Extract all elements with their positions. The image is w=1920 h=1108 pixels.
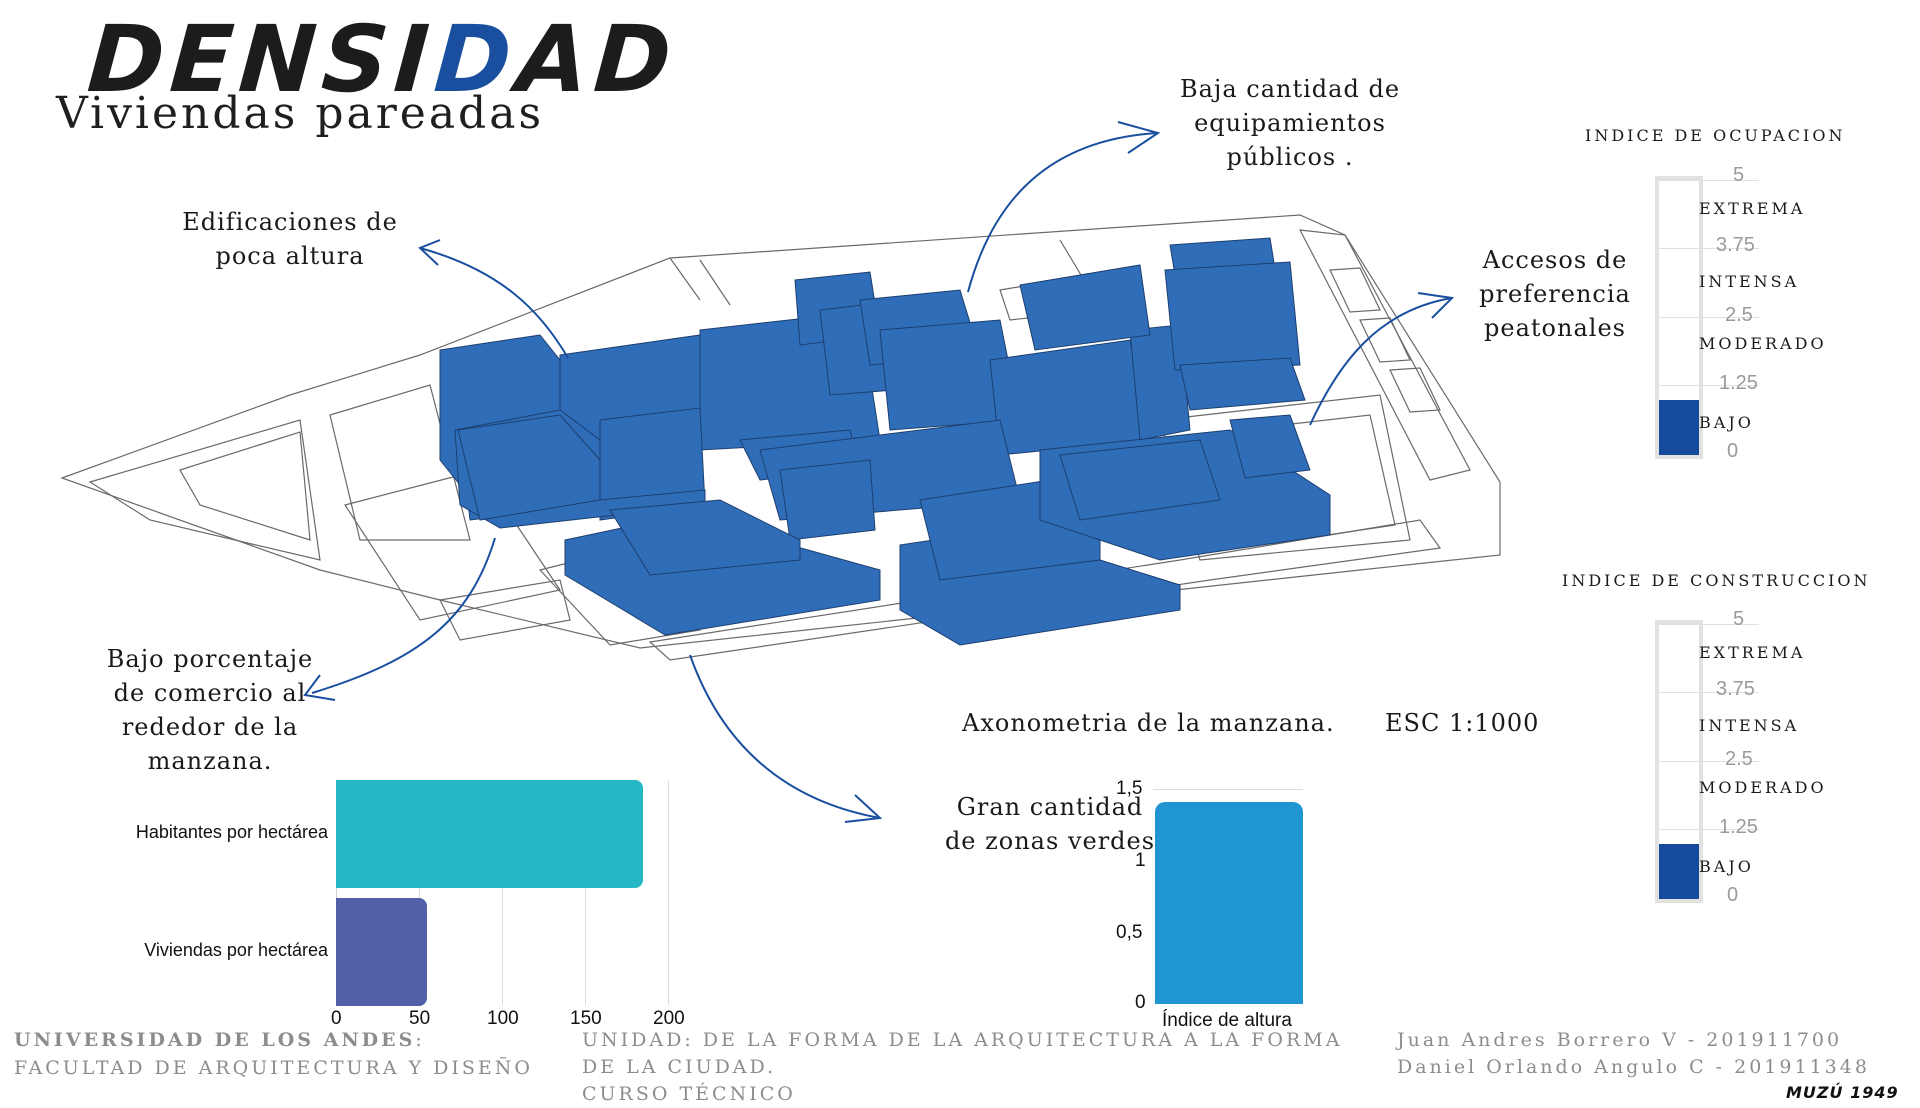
chart-axis-line (336, 780, 337, 1005)
x-category-label: Índice de altura (1162, 1010, 1292, 1031)
annotation-accesos: Accesos de preferencia peatonales (1430, 243, 1680, 345)
x-tick: 100 (487, 1008, 519, 1029)
gauge-gridline (1659, 180, 1759, 181)
gauge-tick: 5 (1733, 608, 1745, 630)
x-tick: 200 (653, 1008, 685, 1029)
annotation-line: rededor de la (121, 713, 299, 741)
gauge-gridline (1659, 624, 1759, 625)
footer-faculty: FACULTAD DE ARQUITECTURA Y DISEÑO (14, 1057, 534, 1079)
arrow-equipamientos (967, 132, 1159, 293)
drawing-scale: ESC 1:1000 (1385, 709, 1540, 737)
annotation-altura: Edificaciones de poca altura (130, 205, 450, 273)
chart-gridline (419, 780, 420, 1005)
annotation-line: públicos . (1226, 143, 1354, 171)
gauge-band-label: MODERADO (1699, 778, 1827, 797)
arrow-zonas-verdes (689, 654, 881, 819)
gauge-band-label: INTENSA (1699, 716, 1800, 735)
gauge-tick: 1.25 (1719, 372, 1758, 394)
page-subtitle: Viviendas pareadas (56, 88, 545, 139)
annotation-line: Gran cantidad (956, 793, 1144, 821)
arrow-comercio (311, 537, 496, 694)
gauge-tick: 3.75 (1716, 234, 1755, 256)
unit-line: DE LA CIUDAD. (582, 1056, 777, 1078)
bar-indice-altura (1155, 802, 1303, 1004)
y-tick: 0,5 (1116, 922, 1143, 943)
author: Daniel Orlando Angulo C - 201911348 (1397, 1056, 1870, 1078)
drawing-caption: Axonometria de la manzana. (962, 709, 1335, 737)
gauge-gridline (1659, 385, 1759, 386)
gauge-band-label: BAJO (1699, 857, 1754, 876)
gauge-gridline (1659, 692, 1759, 693)
annotation-line: preferencia (1479, 280, 1631, 308)
annotation-line: de zonas verdes (944, 827, 1156, 855)
footer-authors: Juan Andres Borrero V - 201911700 Daniel… (1397, 1027, 1870, 1081)
bar-habitantes (336, 780, 643, 888)
annotation-comercio: Bajo porcentaje de comercio al rededor d… (55, 642, 365, 778)
gauge-tick: 2.5 (1725, 304, 1753, 326)
annotation-line: Baja cantidad de (1179, 75, 1401, 103)
annotation-line: Bajo porcentaje (106, 645, 314, 673)
gauge-band-label: EXTREMA (1699, 199, 1806, 218)
annotation-line: Accesos de (1482, 246, 1628, 274)
arrow-altura (419, 247, 569, 359)
footer-university: UNIVERSIDAD DE LOS ANDES: (14, 1027, 425, 1054)
gauge-construccion-fill (1659, 844, 1699, 899)
gauge-tick: 0 (1727, 440, 1739, 462)
site-outline (60, 214, 1501, 661)
gauge-gridline (1659, 761, 1759, 762)
chart-gridline (585, 780, 586, 1005)
gauge-band-label: EXTREMA (1699, 643, 1806, 662)
signature: MUZÚ 1949 (1786, 1083, 1899, 1102)
gauge-tick: 5 (1733, 164, 1745, 186)
separator: : (415, 1029, 425, 1051)
gauge-gridline (1659, 317, 1759, 318)
gauge-ocupacion-fill (1659, 400, 1699, 455)
bar-label: Habitantes por hectárea (135, 822, 328, 842)
annotation-line: poca altura (215, 242, 365, 270)
chart-gridline (1153, 789, 1303, 790)
gauge-ocupacion-title: INDICE DE OCUPACION (1585, 126, 1846, 145)
chart-gridline (502, 780, 503, 1005)
gauge-construccion (1655, 620, 1759, 903)
annotation-arrows (303, 121, 1455, 823)
annotation-line: peatonales (1484, 314, 1626, 342)
x-tick: 150 (570, 1008, 602, 1029)
annotation-line: de comercio al (113, 679, 307, 707)
footer-unit: UNIDAD: DE LA FORMA DE LA ARQUITECTURA A… (582, 1027, 1342, 1108)
buildings (439, 237, 1331, 646)
gauge-construccion-title: INDICE DE CONSTRUCCION (1562, 571, 1871, 590)
gauge-tick: 0 (1727, 884, 1739, 906)
annotation-line: manzana. (147, 747, 273, 775)
gauge-band-label: INTENSA (1699, 272, 1800, 291)
x-tick: 50 (409, 1008, 431, 1029)
annotation-line: Edificaciones de (182, 208, 398, 236)
bar-viviendas (336, 898, 427, 1006)
gauge-gridline (1659, 829, 1759, 830)
arrow-accesos (1309, 297, 1453, 426)
gauge-gridline (1659, 248, 1759, 249)
gauge-band-label: BAJO (1699, 413, 1754, 432)
annotation-equipamientos: Baja cantidad de equipamientos públicos … (1130, 72, 1450, 174)
unit-line: CURSO TÉCNICO (582, 1083, 796, 1105)
unit-line: UNIDAD: DE LA FORMA DE LA ARQUITECTURA A… (582, 1029, 1343, 1051)
x-tick: 0 (331, 1008, 342, 1029)
bar-label: Viviendas por hectárea (144, 940, 328, 960)
density-bar-chart: Habitantes por hectárea Viviendas por he… (80, 770, 700, 1040)
y-tick: 0 (1135, 992, 1146, 1013)
gauge-tick: 1.25 (1719, 816, 1758, 838)
y-tick: 1 (1135, 850, 1146, 871)
gauge-band-label: MODERADO (1699, 334, 1827, 353)
author: Juan Andres Borrero V - 201911700 (1397, 1029, 1843, 1051)
annotation-zonas-verdes: Gran cantidad de zonas verdes (880, 790, 1220, 858)
height-index-chart: 1,5 1 0,5 0 Índice de altura (1110, 770, 1350, 1040)
gauge-ocupacion (1655, 176, 1759, 459)
university-name: UNIVERSIDAD DE LOS ANDES (14, 1029, 416, 1051)
gauge-tick: 2.5 (1725, 748, 1753, 770)
gauge-tick: 3.75 (1716, 678, 1755, 700)
annotation-line: equipamientos (1194, 109, 1386, 137)
chart-gridline (668, 780, 669, 1005)
y-tick: 1,5 (1116, 778, 1143, 799)
